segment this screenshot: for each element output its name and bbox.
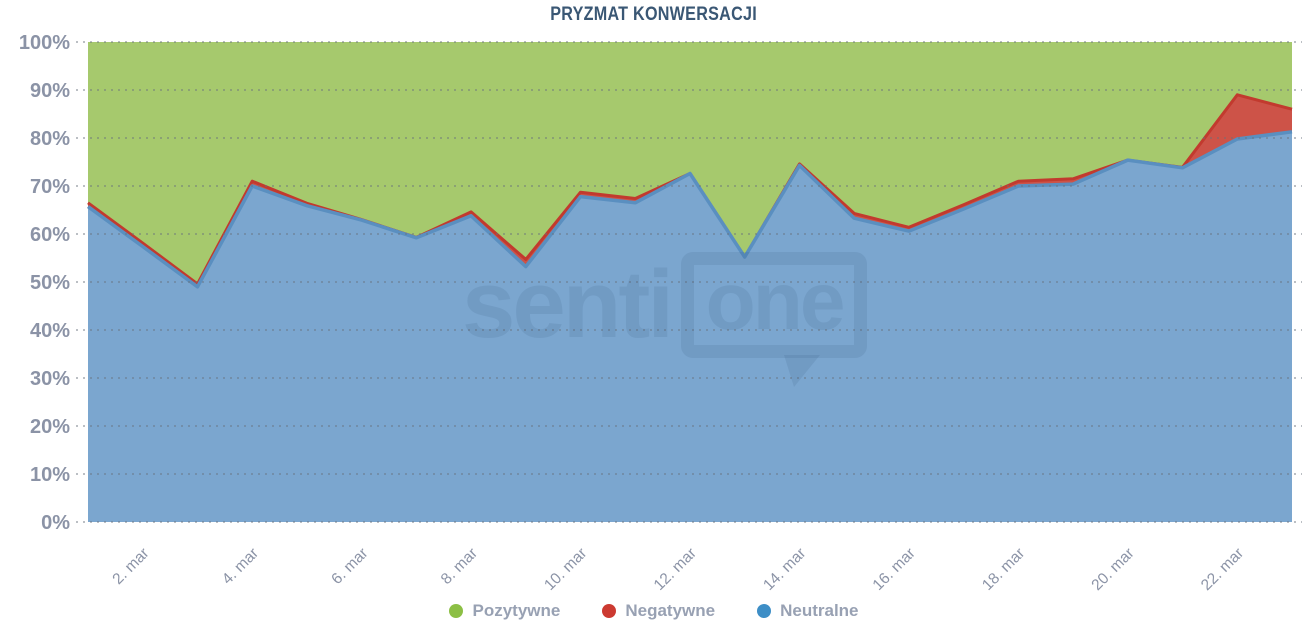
y-axis-label: 100% (19, 32, 70, 54)
legend-item-negatywne[interactable]: Negatywne (602, 601, 715, 621)
x-axis-label: 8. mar (438, 545, 481, 588)
x-axis-label: 12. mar (651, 545, 700, 594)
chart-title: PRYZMAT KONWERSACJI (550, 4, 758, 25)
y-axis-label: 20% (30, 416, 70, 438)
x-axis-label: 10. mar (541, 545, 590, 594)
x-axis-label: 4. mar (219, 545, 262, 588)
y-axis-label: 80% (30, 128, 70, 150)
x-axis-label: 20. mar (1088, 545, 1137, 594)
x-axis-label: 18. mar (979, 545, 1028, 594)
y-axis-label: 90% (30, 80, 70, 102)
y-axis-label: 50% (30, 272, 70, 294)
legend: Pozytywne Negatywne Neutralne (0, 601, 1308, 621)
series-line-neutralne (86, 130, 1293, 289)
legend-item-label: Negatywne (625, 601, 716, 620)
x-axis-label: 22. mar (1198, 545, 1247, 594)
y-axis-label: 70% (30, 176, 70, 198)
y-axis-label: 10% (30, 464, 70, 486)
x-axis-label: 6. mar (328, 545, 371, 588)
legend-item-neutralne[interactable]: Neutralne (757, 601, 859, 621)
x-axis-label: 2. mar (109, 545, 152, 588)
legend-item-pozytywne[interactable]: Pozytywne (449, 601, 560, 621)
y-axis-label: 30% (30, 368, 70, 390)
series-area-pozytywne[interactable] (88, 42, 1292, 284)
x-axis-label: 14. mar (760, 545, 809, 594)
legend-dot-pozytywne-icon (449, 604, 464, 618)
y-axis-label: 0% (41, 512, 70, 534)
legend-dot-negatywne-icon (602, 604, 617, 618)
y-axis-label: 60% (30, 224, 70, 246)
legend-dot-neutralne-icon (757, 604, 772, 618)
legend-item-label: Neutralne (780, 601, 859, 620)
x-axis-label: 16. mar (870, 545, 919, 594)
legend-item-label: Pozytywne (472, 601, 561, 620)
y-axis-label: 40% (30, 320, 70, 342)
